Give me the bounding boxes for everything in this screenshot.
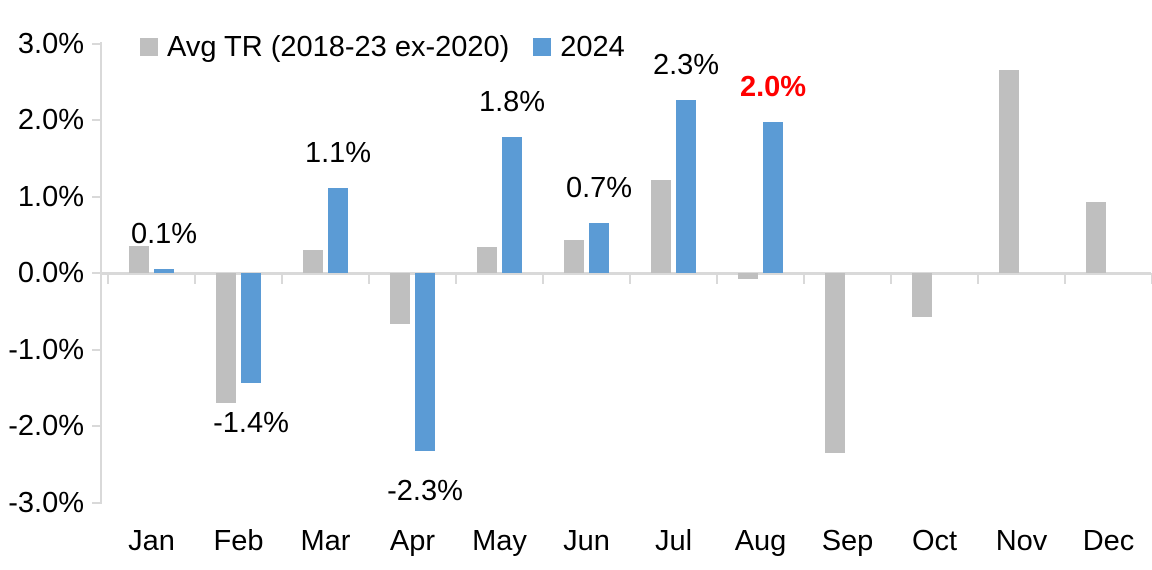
data-label-jan: 0.1%: [130, 218, 198, 251]
bar-avg-oct: [912, 273, 932, 317]
x-axis-tick-mark: [281, 273, 283, 284]
bar-avg-sep: [825, 273, 845, 453]
data-label-jun: 0.7%: [565, 171, 633, 204]
bar-2024-jun: [589, 222, 609, 273]
bar-avg-jun: [564, 240, 584, 273]
bar-avg-dec: [1086, 201, 1106, 273]
y-axis-tick-label: 3.0%: [17, 27, 84, 60]
bar-avg-nov: [999, 70, 1019, 273]
x-axis-label-jul: Jul: [654, 525, 693, 557]
bar-2024-feb: [241, 273, 261, 384]
y-axis-tick-label: 0.0%: [17, 257, 84, 289]
x-axis-label-nov: Nov: [995, 525, 1048, 557]
bar-avg-feb: [216, 273, 236, 404]
x-axis-label-mar: Mar: [300, 525, 351, 557]
bar-2024-mar: [328, 188, 348, 273]
x-axis-tick-mark: [107, 273, 109, 284]
bar-2024-jul: [676, 100, 696, 273]
data-label-mar: 1.1%: [304, 137, 372, 170]
legend: Avg TR (2018-23 ex-2020) 2024: [140, 31, 625, 63]
x-axis-tick-mark: [977, 273, 979, 284]
y-axis-tick-mark: [92, 42, 101, 45]
x-axis-label-jan: Jan: [128, 525, 175, 557]
x-axis-label-apr: Apr: [389, 525, 436, 557]
x-axis-tick-mark: [455, 273, 457, 284]
x-axis-tick-mark: [629, 273, 631, 284]
x-axis-label-oct: Oct: [911, 525, 958, 557]
legend-swatch-avg-tr: [140, 38, 158, 56]
bar-avg-jul: [651, 179, 671, 273]
legend-label-avg-tr: Avg TR (2018-23 ex-2020): [167, 31, 510, 63]
y-axis-tick-label: -2.0%: [8, 410, 84, 442]
bar-2024-aug: [763, 122, 783, 273]
y-axis-tick-mark: [92, 195, 101, 198]
data-label-feb: -1.4%: [213, 407, 289, 440]
x-axis-label-sep: Sep: [821, 525, 874, 557]
data-label-apr: -2.3%: [387, 475, 463, 508]
data-label-aug: 2.0%: [739, 71, 807, 104]
y-axis-tick-mark: [92, 425, 101, 427]
bar-2024-apr: [415, 273, 435, 452]
legend-swatch-2024: [533, 38, 552, 56]
legend-label-2024: 2024: [560, 31, 625, 63]
y-axis-tick-label: 2.0%: [17, 104, 84, 136]
bar-2024-jan: [154, 269, 174, 273]
y-axis-tick-label: -1.0%: [8, 333, 84, 366]
y-axis-tick-label: -3.0%: [8, 486, 84, 519]
x-axis-tick-mark: [368, 273, 370, 284]
data-label-may: 1.8%: [478, 85, 546, 118]
x-axis-label-jun: Jun: [563, 525, 610, 557]
data-label-jul: 2.3%: [652, 49, 720, 82]
x-axis-label-aug: Aug: [734, 525, 787, 557]
x-axis-tick-mark: [890, 273, 892, 284]
x-axis-tick-mark: [1064, 273, 1066, 284]
legend-item-2024: 2024: [533, 31, 625, 63]
x-axis-tick-mark: [803, 273, 805, 284]
bar-avg-mar: [303, 250, 323, 273]
bar-2024-may: [502, 136, 522, 273]
x-axis-label-feb: Feb: [213, 525, 264, 557]
legend-item-avg-tr: Avg TR (2018-23 ex-2020): [140, 31, 509, 63]
x-axis-tick-mark: [194, 273, 196, 284]
y-axis-tick-mark: [92, 348, 101, 351]
x-axis-label-dec: Dec: [1082, 525, 1135, 557]
y-axis-tick-mark: [92, 119, 101, 121]
x-axis-tick-mark: [716, 273, 718, 284]
y-axis-tick-mark: [92, 501, 101, 504]
y-axis-tick-label: 1.0%: [17, 180, 84, 213]
bar-avg-apr: [390, 273, 410, 325]
x-axis-tick-mark: [542, 273, 544, 284]
x-axis-zero-line: [100, 272, 1151, 275]
bar-avg-jan: [129, 246, 149, 273]
y-axis-tick-mark: [92, 272, 101, 274]
bar-avg-may: [477, 246, 497, 273]
bar-avg-aug: [738, 273, 758, 280]
x-axis-label-may: May: [472, 525, 527, 557]
